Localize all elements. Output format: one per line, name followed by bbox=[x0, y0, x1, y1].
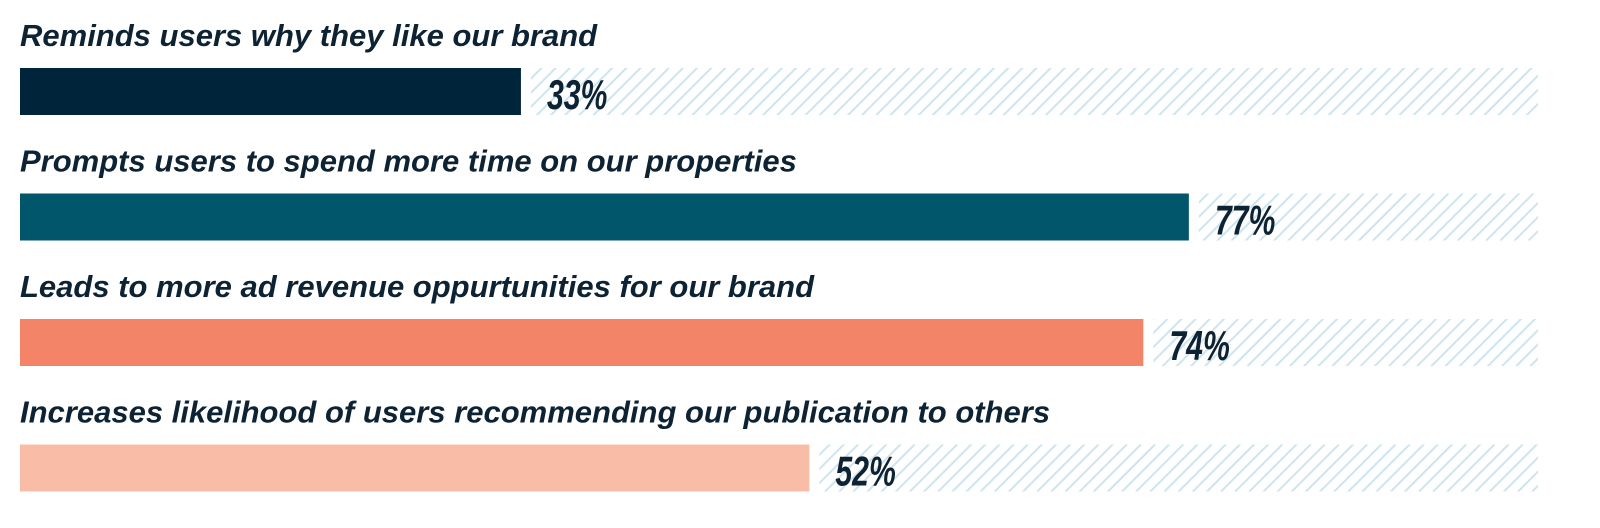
category-label: Reminds users why they like our brand bbox=[20, 18, 598, 53]
category-label: Increases likelihood of users recommendi… bbox=[20, 395, 1050, 430]
bar bbox=[20, 444, 810, 492]
track bbox=[530, 68, 1538, 115]
value-label: 74% bbox=[1169, 322, 1230, 369]
value-label: 33% bbox=[547, 71, 608, 118]
track bbox=[1198, 193, 1538, 241]
category-label: Leads to more ad revenue oppurtunities f… bbox=[20, 269, 815, 304]
category-label: Prompts users to spend more time on our … bbox=[20, 144, 797, 179]
track bbox=[1153, 319, 1538, 366]
bar bbox=[20, 68, 521, 115]
bar bbox=[20, 319, 1144, 366]
value-label: 52% bbox=[835, 448, 896, 495]
bar bbox=[20, 193, 1189, 241]
value-label: 77% bbox=[1215, 197, 1276, 244]
track bbox=[819, 444, 1538, 492]
